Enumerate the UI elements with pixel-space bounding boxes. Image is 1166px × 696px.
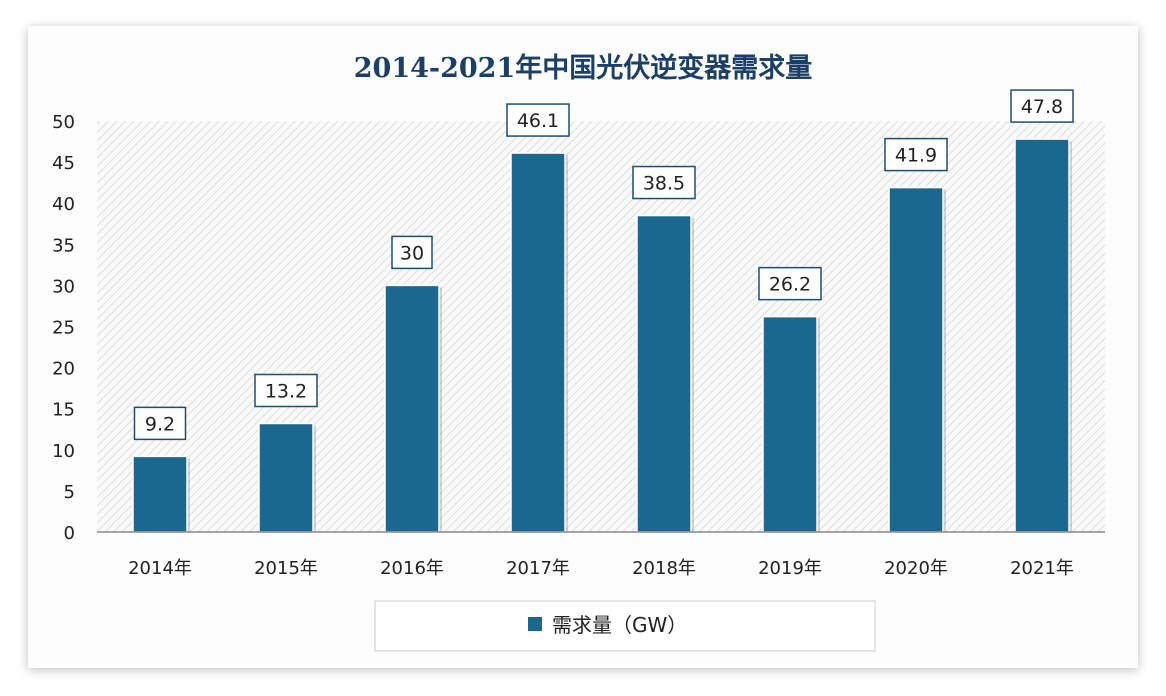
legend-box — [374, 600, 876, 652]
bar-2014年 — [132, 455, 188, 533]
x-tick-label: 2017年 — [506, 558, 570, 579]
bar-2016年 — [384, 284, 440, 533]
data-label-box — [758, 266, 822, 301]
y-tick-label: 50 — [52, 112, 75, 133]
data-label-box — [1010, 89, 1074, 123]
y-tick-label: 0 — [64, 523, 75, 544]
data-label: 41.9 — [895, 145, 937, 167]
bar-2020年 — [888, 186, 944, 533]
data-label-box — [391, 235, 433, 270]
legend-swatch — [528, 617, 542, 631]
bar-2021年 — [1014, 138, 1070, 533]
data-label-box — [632, 165, 696, 200]
x-tick-label: 2019年 — [758, 558, 822, 579]
x-tick-label: 2016年 — [380, 558, 444, 579]
bar-2018年 — [636, 214, 692, 533]
y-tick-label: 25 — [52, 318, 75, 339]
data-label: 47.8 — [1021, 96, 1063, 118]
data-label: 46.1 — [517, 110, 559, 132]
data-label-box — [884, 137, 948, 172]
data-label: 26.2 — [769, 274, 811, 296]
x-tick-label: 2014年 — [128, 558, 192, 579]
data-label-box — [506, 103, 570, 137]
y-tick-label: 10 — [52, 441, 75, 462]
x-tick-label: 2020年 — [884, 558, 948, 579]
y-tick-label: 15 — [52, 400, 75, 421]
data-label: 9.2 — [145, 413, 175, 435]
bar-2015年 — [258, 422, 314, 533]
x-tick-label: 2018年 — [632, 558, 696, 579]
bar-2017年 — [510, 152, 566, 533]
data-label-box — [133, 406, 187, 441]
bar-2019年 — [762, 315, 818, 533]
legend-label: 需求量（GW） — [552, 613, 687, 637]
plot-area — [97, 121, 1105, 532]
x-tick-label: 2021年 — [1010, 558, 1074, 579]
y-tick-label: 5 — [64, 482, 75, 503]
data-label-box — [254, 373, 318, 408]
chart-title: 2014-2021年中国光伏逆变器需求量 — [354, 52, 813, 84]
legend: 需求量（GW） — [374, 600, 876, 652]
data-label: 30 — [400, 242, 424, 264]
y-tick-label: 35 — [52, 235, 75, 256]
y-tick-label: 20 — [52, 359, 75, 380]
data-label: 38.5 — [643, 173, 685, 195]
x-tick-label: 2015年 — [254, 558, 318, 579]
y-tick-label: 30 — [52, 276, 75, 297]
y-tick-label: 40 — [52, 194, 75, 215]
y-tick-label: 45 — [52, 153, 75, 174]
data-label: 13.2 — [265, 380, 307, 402]
